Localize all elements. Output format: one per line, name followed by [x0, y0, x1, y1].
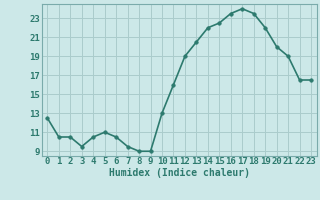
X-axis label: Humidex (Indice chaleur): Humidex (Indice chaleur)	[109, 168, 250, 178]
